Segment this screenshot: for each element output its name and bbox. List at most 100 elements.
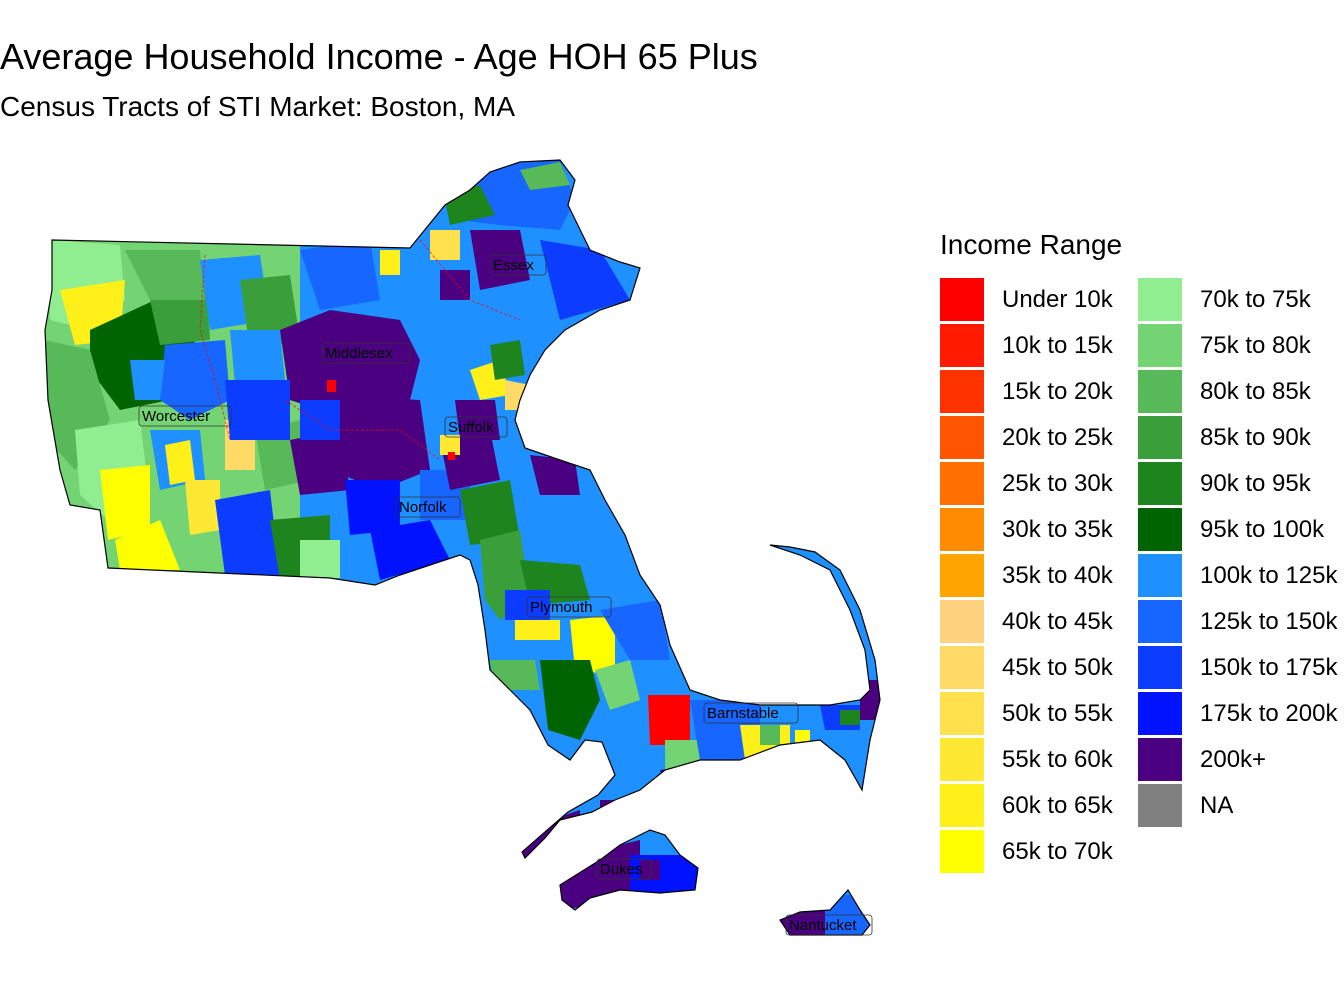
legend-swatch — [1138, 324, 1182, 367]
tract — [455, 400, 500, 440]
legend-label: 95k to 100k — [1200, 516, 1325, 543]
legend-swatch — [940, 600, 984, 643]
dukes-outline — [559, 829, 699, 911]
tract — [300, 240, 380, 310]
legend-swatch — [940, 784, 984, 827]
legend-swatch — [940, 738, 984, 781]
legend-label: NA — [1200, 792, 1234, 819]
legend-swatch — [1138, 370, 1182, 413]
legend-title: Income Range — [940, 229, 1123, 260]
legend-swatch — [1138, 554, 1182, 597]
legend-label: 100k to 125k — [1200, 562, 1338, 589]
legend-label: 45k to 50k — [1002, 654, 1113, 681]
tract — [350, 330, 370, 400]
tract — [760, 725, 780, 745]
county-boundary — [284, 399, 441, 461]
choropleth-map: Essex Middlesex Worcester Suffolk Norfol… — [0, 150, 900, 970]
legend-label: 65k to 70k — [1002, 838, 1113, 865]
tract — [440, 435, 460, 455]
legend-swatch — [940, 554, 984, 597]
svg-text:Suffolk: Suffolk — [448, 419, 494, 436]
legend-swatch — [1138, 278, 1182, 321]
county-label-norfolk: Norfolk — [395, 496, 461, 518]
tract — [540, 240, 630, 320]
legend-swatch — [1138, 738, 1182, 781]
tract — [530, 455, 580, 495]
tract — [460, 480, 520, 545]
tract — [690, 700, 760, 760]
legend-label: 80k to 85k — [1200, 378, 1311, 405]
legend-swatch — [1138, 416, 1182, 459]
tract — [290, 430, 350, 495]
county-boundaries — [199, 239, 521, 461]
legend-swatch — [1138, 462, 1182, 505]
legend-label: 25k to 30k — [1002, 470, 1113, 497]
svg-text:Worcester: Worcester — [142, 408, 210, 425]
tract — [640, 860, 660, 880]
legend-swatch — [940, 830, 984, 873]
tract — [595, 660, 640, 710]
county-label-middlesex: Middlesex — [321, 342, 411, 364]
tract — [185, 480, 220, 535]
tract — [230, 330, 285, 385]
legend-swatch — [940, 278, 984, 321]
legend-swatch — [940, 508, 984, 551]
legend-swatch — [940, 462, 984, 505]
legend-swatch — [1138, 600, 1182, 643]
tract — [430, 230, 460, 260]
map-subtitle: Census Tracts of STI Market: Boston, MA — [0, 91, 516, 122]
county-label-suffolk: Suffolk — [444, 416, 508, 438]
legend-swatch — [1138, 692, 1182, 735]
tract — [600, 800, 625, 830]
tract — [448, 452, 455, 460]
legend-swatch — [940, 324, 984, 367]
tract — [300, 540, 340, 578]
county-label-plymouth: Plymouth — [526, 596, 612, 618]
tract — [225, 380, 290, 440]
tract — [505, 590, 550, 620]
legend-label: Under 10k — [1002, 286, 1113, 313]
legend-label: 175k to 200k — [1200, 700, 1338, 727]
tract — [840, 710, 860, 725]
tract — [125, 250, 205, 300]
legend-label: 150k to 175k — [1200, 654, 1338, 681]
legend-label: 200k+ — [1200, 746, 1267, 773]
tract — [165, 440, 195, 485]
legend-label: 35k to 40k — [1002, 562, 1113, 589]
svg-text:Nantucket: Nantucket — [789, 917, 857, 934]
county-boundary — [419, 239, 521, 321]
tract — [440, 270, 470, 300]
county-label-essex: Essex — [489, 254, 547, 276]
tract — [345, 480, 400, 535]
county-label-nantucket: Nantucket — [785, 914, 873, 936]
county-boundary — [199, 254, 231, 441]
legend-label: 40k to 45k — [1002, 608, 1113, 635]
legend-label: 85k to 90k — [1200, 424, 1311, 451]
tract — [600, 600, 670, 660]
legend-label: 60k to 65k — [1002, 792, 1113, 819]
legend-label: 50k to 55k — [1002, 700, 1113, 727]
tract — [115, 520, 180, 570]
tract — [490, 660, 540, 690]
tract — [490, 340, 525, 380]
svg-text:Norfolk: Norfolk — [399, 499, 447, 516]
tract — [100, 465, 150, 540]
tract-shapes — [45, 160, 880, 935]
tract — [130, 360, 165, 400]
tract — [515, 620, 560, 640]
tract — [540, 660, 600, 740]
tract — [327, 380, 336, 392]
legend-swatch — [940, 370, 984, 413]
tract — [160, 340, 230, 420]
tract — [215, 490, 280, 575]
county-label-worcester: Worcester — [138, 405, 232, 427]
tract — [330, 395, 430, 490]
county-labels: Essex Middlesex Worcester Suffolk Norfol… — [138, 254, 873, 936]
legend-label: 90k to 95k — [1200, 470, 1311, 497]
svg-text:Middlesex: Middlesex — [325, 345, 393, 362]
legend-swatch — [1138, 784, 1182, 827]
tract — [300, 400, 340, 440]
legend-swatch — [940, 646, 984, 689]
legend-label: 70k to 75k — [1200, 286, 1311, 313]
legend-label: 30k to 35k — [1002, 516, 1113, 543]
